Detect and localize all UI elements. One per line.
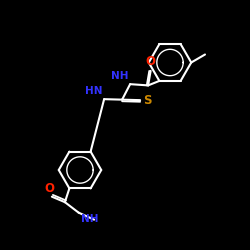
Text: S: S [143, 94, 152, 107]
Text: O: O [44, 182, 54, 195]
Text: NH: NH [111, 71, 129, 81]
Text: O: O [146, 56, 156, 68]
Text: NH: NH [80, 214, 98, 224]
Text: HN: HN [85, 86, 103, 96]
